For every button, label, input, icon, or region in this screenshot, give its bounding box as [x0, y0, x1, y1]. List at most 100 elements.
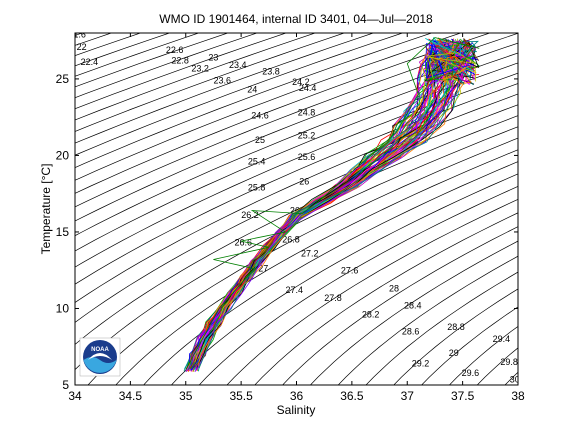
isopycnal-line: [75, 33, 433, 168]
x-axis-ticks: 34 34.5 35 35.5 36 36.5 37 37.5 38: [68, 33, 525, 403]
isopycnal-line: [365, 271, 518, 385]
isopycnal-label: 22: [77, 42, 87, 52]
isopycnal-label: 24: [247, 85, 257, 95]
isopycnal-label: 25.4: [248, 157, 266, 167]
y-axis-label: Temperature [°C]: [39, 164, 53, 255]
isopycnal-label: 23.8: [262, 66, 280, 76]
x-tick-label: 37.5: [451, 389, 475, 403]
isopycnal-label: 24.4: [299, 83, 317, 93]
isopycnal-label: 22.6: [166, 45, 184, 55]
isopycnal-label: 24.6: [251, 111, 269, 121]
isopycnal-line: [198, 185, 518, 385]
y-axis-ticks: 5 10 15 20 25: [56, 72, 518, 392]
profile-line: [425, 37, 474, 57]
isopycnal-label: 26.8: [282, 235, 300, 245]
isopycnal-line: [282, 226, 518, 385]
isopycnal-label: 24.2: [292, 77, 310, 87]
isopycnal-line: [75, 33, 518, 208]
outlier-profile-line: [185, 37, 480, 370]
isopycnal-line: [254, 212, 518, 385]
isopycnal-label: 27.6: [341, 265, 359, 275]
isopycnal-label: 23.6: [214, 76, 232, 86]
profile-line: [426, 38, 480, 83]
isopycnal-label: 29: [449, 348, 459, 358]
isopycnal-label: 25.2: [298, 131, 316, 141]
profile-line: [444, 46, 478, 84]
isopycnal-line: [115, 149, 518, 385]
x-tick-label: 37: [401, 389, 415, 403]
y-tick-label: 15: [56, 225, 70, 239]
isopycnal-line: [448, 325, 518, 385]
isopycnal-line: [75, 33, 404, 156]
isopycnal-label: 29.2: [412, 359, 430, 369]
isopycnal-line: [393, 288, 518, 385]
isopycnal-label: 22.8: [171, 56, 189, 66]
x-axis-label: Salinity: [277, 403, 316, 417]
isopycnal-line: [421, 306, 518, 385]
x-tick-label: 34: [68, 389, 82, 403]
isopycnal-label: 27.8: [324, 293, 342, 303]
logo-bird: [88, 353, 112, 360]
isopycnal-label: 23.4: [229, 60, 247, 70]
x-tick-label: 35: [179, 389, 193, 403]
isopycnal-label: 26.6: [235, 238, 253, 248]
profile-lines: [183, 36, 480, 373]
isopycnal-label: 24.8: [127, 22, 145, 32]
isopycnal-line: [75, 83, 518, 285]
isopycnal-label: 27.4: [286, 285, 304, 295]
isopycnal-line: [75, 33, 229, 88]
isopycnal-label: 27.2: [301, 248, 319, 258]
isopycnal-line: [75, 33, 287, 110]
y-tick-label: 5: [62, 378, 69, 392]
x-tick-label: 34.5: [119, 389, 143, 403]
isopycnal-label: 29.4: [493, 334, 511, 344]
isopycnal-label: 22.4: [81, 57, 99, 67]
isopycnal-line: [309, 240, 518, 385]
isopycnal-label: 27: [258, 264, 268, 274]
isopycnal-label: 29.8: [500, 357, 518, 367]
logo-wave: [83, 357, 117, 373]
noaa-logo: NOAA: [79, 337, 121, 377]
isopycnal-label: 28.2: [362, 310, 380, 320]
isopycnal-label: 28.6: [402, 327, 420, 337]
isopycnal-line: [143, 161, 518, 385]
isopycnal-label: 23.2: [191, 63, 209, 73]
isopycnal-label: 26.2: [241, 210, 259, 220]
isopycnal-label: 23: [208, 53, 218, 63]
y-tick-label: 20: [56, 148, 70, 162]
isopycnal-line: [75, 115, 518, 345]
x-tick-label: 35.5: [229, 389, 253, 403]
isopycnal-line: [75, 33, 317, 121]
isopycnal-label: 26: [299, 177, 309, 187]
y-tick-label: 10: [56, 301, 70, 315]
isopycnal-label: 25: [255, 135, 265, 145]
isopycnal-line: [75, 33, 491, 194]
logo-text: NOAA: [91, 347, 109, 353]
isopycnal-label: 28.4: [404, 301, 422, 311]
x-tick-label: 36: [290, 389, 304, 403]
profile-line: [425, 41, 475, 79]
isopycnal-label: 21.6: [68, 30, 86, 40]
isopycnal-line: [75, 33, 375, 144]
profile-line: [198, 40, 475, 368]
isopycnal-line: [75, 33, 346, 132]
isopycnal-line: [75, 104, 518, 323]
isopycnal-line: [75, 93, 518, 303]
isopycnal-line: [337, 255, 518, 385]
isopycnal-label: 30: [510, 375, 520, 385]
x-tick-label: 36.5: [340, 389, 364, 403]
y-tick-label: 25: [56, 72, 70, 86]
isopycnal-label: 28: [389, 284, 399, 294]
isopycnal-label: 25.8: [248, 183, 266, 193]
isopycnal-line: [75, 33, 258, 99]
x-tick-label: 38: [511, 389, 525, 403]
isopycnal-label: 25.6: [298, 152, 316, 162]
profile-line: [198, 41, 476, 369]
isopycnal-label: 28.8: [447, 322, 465, 332]
density-contours: [75, 33, 518, 385]
chart-title: WMO ID 1901464, internal ID 3401, 04—Jul…: [159, 12, 433, 26]
isopycnal-line: [75, 62, 518, 252]
